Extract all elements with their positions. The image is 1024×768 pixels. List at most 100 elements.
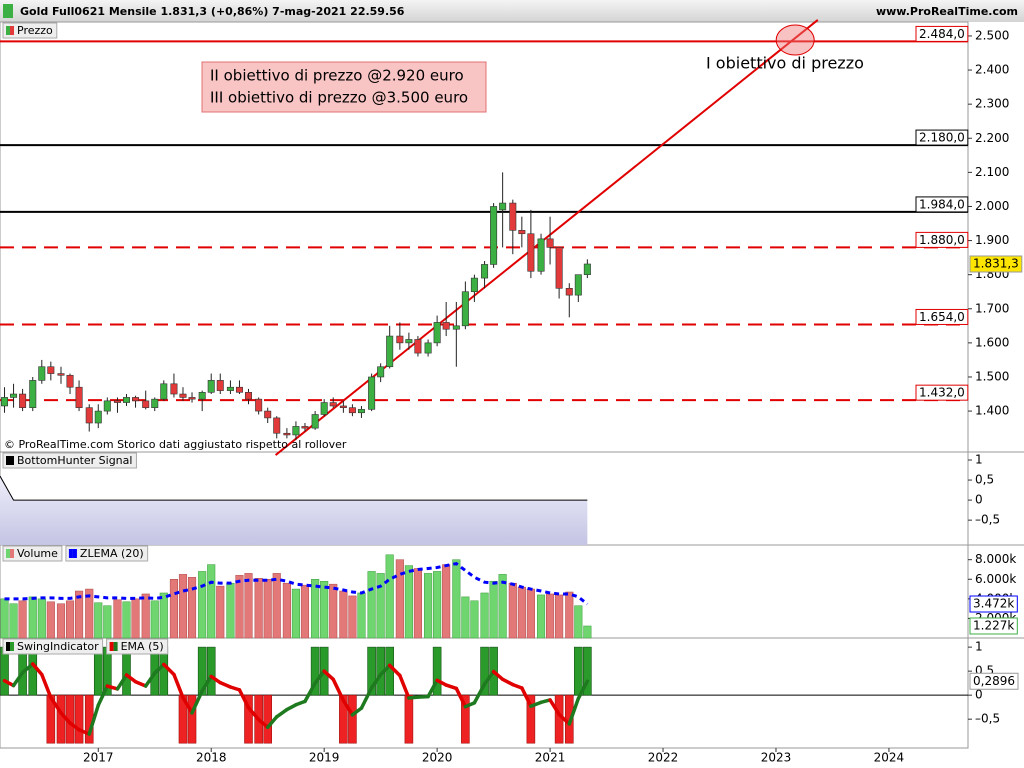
legend-swatch xyxy=(10,456,14,465)
signal-line xyxy=(0,475,588,501)
volume-bar xyxy=(122,601,131,639)
y-tick-label: 2.200 xyxy=(975,131,1009,145)
note-line: II obiettivo di prezzo @2.920 euro xyxy=(210,67,464,85)
candle-body xyxy=(377,366,385,378)
ema-segment xyxy=(548,698,561,717)
legend-swatch xyxy=(10,642,14,651)
header-title: Gold Full0621 Mensile 1.831,3 (+0,86%) 7… xyxy=(20,5,405,18)
ema-segment xyxy=(49,695,63,715)
volume-bar xyxy=(413,568,422,639)
legend-label: Volume xyxy=(17,547,58,560)
trend-line xyxy=(274,19,819,456)
y-tick-label: –0,5 xyxy=(975,513,1000,527)
volume-bar xyxy=(433,571,442,639)
ema-segment xyxy=(520,686,533,708)
ema-segment xyxy=(454,686,468,709)
candle-body xyxy=(264,410,272,419)
y-tick-label: 2.400 xyxy=(975,63,1009,77)
swing-bar xyxy=(404,694,414,744)
ema-segment xyxy=(190,689,204,715)
volume-bar xyxy=(235,575,244,639)
ema-segment xyxy=(426,678,439,699)
ema-segment xyxy=(40,672,53,700)
candle-body xyxy=(255,398,263,412)
candle-body xyxy=(499,202,507,211)
ema-segment xyxy=(444,683,459,691)
ema-segment xyxy=(369,672,383,690)
ema-segment xyxy=(31,662,44,677)
x-tick-label: 2022 xyxy=(648,751,679,765)
volume-bar xyxy=(489,580,498,639)
volume-bar xyxy=(357,592,366,639)
legend-swatch xyxy=(10,549,14,558)
candle-body xyxy=(339,405,347,408)
swing-bar xyxy=(244,694,253,744)
volume-bar xyxy=(555,594,564,639)
swing-bar xyxy=(385,646,394,696)
candle-body xyxy=(518,230,526,235)
volume-bar xyxy=(376,573,385,639)
candle-body xyxy=(244,392,252,400)
volume-bar xyxy=(339,590,348,639)
candle-body xyxy=(170,383,178,395)
swing-bar xyxy=(310,646,320,696)
volume-bar xyxy=(103,605,112,639)
candle-body xyxy=(509,202,517,231)
candle-body xyxy=(461,291,469,327)
candle-body xyxy=(10,393,18,398)
volume-bar xyxy=(480,592,489,639)
ema-segment xyxy=(68,721,81,732)
candle-body xyxy=(38,366,46,381)
volume-bar xyxy=(348,595,357,639)
legend-box xyxy=(106,638,169,655)
swing-bar xyxy=(461,694,470,744)
ema-segment xyxy=(529,700,543,708)
volume-bar xyxy=(37,598,46,639)
level-label-box xyxy=(915,129,969,146)
volume-bar xyxy=(28,596,37,639)
y-tick-label: 1 xyxy=(975,640,983,654)
candle-body xyxy=(160,383,168,400)
swing-bar xyxy=(432,646,442,696)
ema-segment xyxy=(256,717,270,730)
note-line: III obiettivo di prezzo @3.500 euro xyxy=(210,89,468,107)
candle-body xyxy=(207,380,215,393)
candle-body xyxy=(57,373,65,376)
level-label: 1.654,0 xyxy=(919,310,965,324)
legend-swatch xyxy=(10,26,14,35)
swing-bar xyxy=(339,694,348,744)
candle-body xyxy=(188,397,196,400)
legend-swatch xyxy=(6,26,10,35)
volume-bar xyxy=(75,590,84,639)
volume-bar xyxy=(320,580,329,639)
candle-body xyxy=(442,322,450,330)
volume-bar xyxy=(461,596,470,639)
x-tick-label: 2021 xyxy=(535,751,566,765)
app-icon xyxy=(3,4,13,18)
volume-bar xyxy=(536,594,546,639)
x-tick-label: 2018 xyxy=(196,751,227,765)
candle-body xyxy=(452,325,460,330)
ema-segment xyxy=(398,673,411,700)
ema-segment xyxy=(237,688,251,710)
y-tick-label: 2.500 xyxy=(975,28,1009,42)
ema-segment xyxy=(20,662,35,675)
value-tag: 1.831,3 xyxy=(973,256,1019,270)
candle-body xyxy=(29,380,37,408)
y-tick-label: 1.500 xyxy=(975,369,1009,383)
legend-swatch xyxy=(6,549,10,558)
legend-box xyxy=(2,638,104,655)
volume-bar xyxy=(9,603,18,639)
ema-segment xyxy=(378,663,392,677)
volume-bar xyxy=(424,573,433,639)
volume-bar xyxy=(526,588,535,639)
volume-bar xyxy=(113,599,122,639)
candle-body xyxy=(151,398,159,408)
volume-bar xyxy=(311,579,320,639)
ema-segment xyxy=(500,677,515,687)
candle-body xyxy=(565,288,573,296)
candle-body xyxy=(19,393,27,408)
value-tag-box xyxy=(969,255,1023,273)
value-tag: 0,2896 xyxy=(973,674,1015,688)
swing-bar xyxy=(197,646,207,696)
